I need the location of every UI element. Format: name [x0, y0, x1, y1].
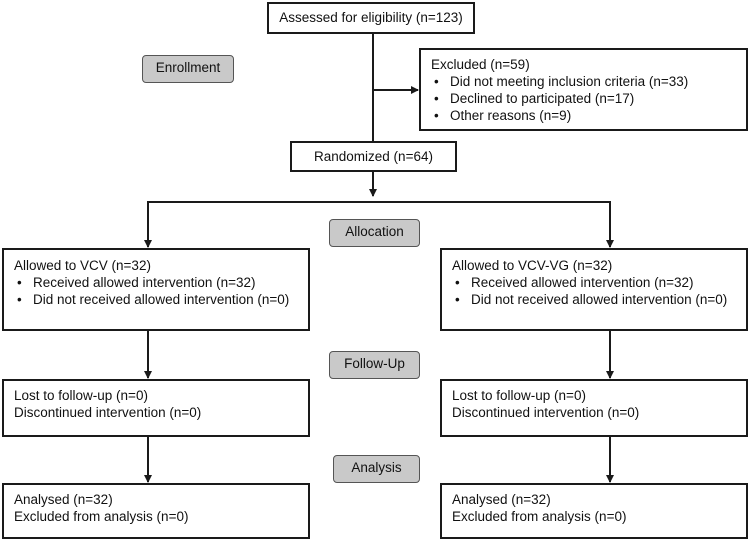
analysis-box-vcv: Analysed (n=32) Excluded from analysis (…	[2, 483, 310, 539]
randomized-label: Randomized (n=64)	[314, 149, 433, 164]
followup-line: Discontinued intervention (n=0)	[452, 405, 640, 420]
excluded-reason: Declined to participated (n=17)	[431, 90, 738, 107]
allocation-item: Received allowed intervention (n=32)	[14, 274, 300, 291]
excluded-box: Excluded (n=59) Did not meeting inclusio…	[419, 48, 748, 131]
allocation-item: Did not received allowed intervention (n…	[14, 291, 300, 308]
followup-line: Discontinued intervention (n=0)	[14, 405, 202, 420]
allocation-title: Allowed to VCV (n=32)	[14, 258, 151, 273]
eligibility-box: Assessed for eligibility (n=123)	[267, 2, 475, 34]
followup-line: Lost to follow-up (n=0)	[14, 388, 148, 403]
allocation-stage-label: Allocation	[329, 219, 420, 247]
followup-box-vcv-vg: Lost to follow-up (n=0) Discontinued int…	[440, 379, 748, 437]
excluded-title: Excluded (n=59)	[431, 57, 530, 72]
excluded-reason: Did not meeting inclusion criteria (n=33…	[431, 73, 738, 90]
allocation-box-vcv: Allowed to VCV (n=32) Received allowed i…	[2, 248, 310, 331]
analysis-box-vcv-vg: Analysed (n=32) Excluded from analysis (…	[440, 483, 748, 539]
follow-up-stage-label: Follow-Up	[329, 351, 420, 379]
analysis-line: Analysed (n=32)	[452, 492, 551, 507]
excluded-reasons-list: Did not meeting inclusion criteria (n=33…	[431, 73, 738, 124]
excluded-reason: Other reasons (n=9)	[431, 107, 738, 124]
allocation-items: Received allowed intervention (n=32) Did…	[14, 274, 300, 308]
analysis-line: Excluded from analysis (n=0)	[14, 509, 189, 524]
analysis-line: Excluded from analysis (n=0)	[452, 509, 627, 524]
allocation-title: Allowed to VCV-VG (n=32)	[452, 258, 613, 273]
randomized-box: Randomized (n=64)	[290, 141, 457, 172]
analysis-stage-label: Analysis	[333, 455, 420, 483]
allocation-items: Received allowed intervention (n=32) Did…	[452, 274, 738, 308]
eligibility-label: Assessed for eligibility (n=123)	[279, 10, 463, 25]
allocation-item: Received allowed intervention (n=32)	[452, 274, 738, 291]
allocation-item: Did not received allowed intervention (n…	[452, 291, 738, 308]
analysis-line: Analysed (n=32)	[14, 492, 113, 507]
enrollment-stage-label: Enrollment	[142, 55, 234, 83]
followup-line: Lost to follow-up (n=0)	[452, 388, 586, 403]
followup-box-vcv: Lost to follow-up (n=0) Discontinued int…	[2, 379, 310, 437]
allocation-box-vcv-vg: Allowed to VCV-VG (n=32) Received allowe…	[440, 248, 748, 331]
